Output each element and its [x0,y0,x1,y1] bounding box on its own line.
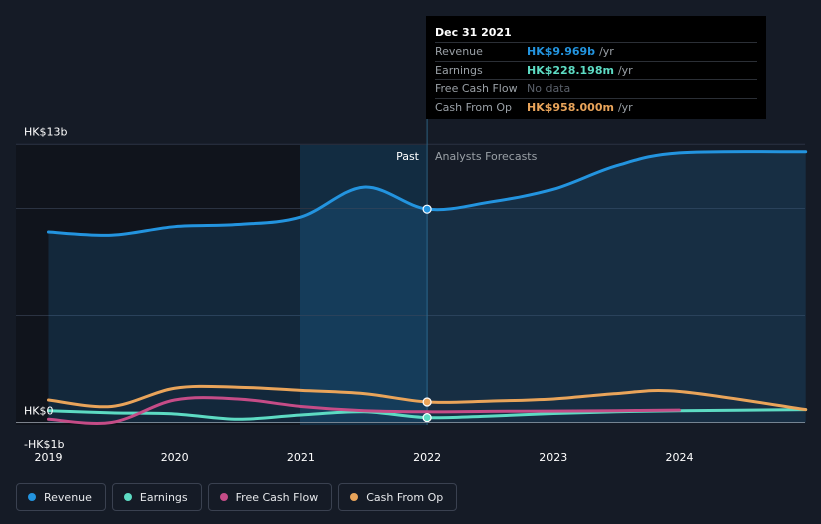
tooltip-date: Dec 31 2021 [435,26,512,39]
legend-revenue-button[interactable]: Revenue [16,483,106,511]
legend-label: Cash From Op [366,490,444,504]
earnings-marker [422,413,432,423]
legend-cash-from-op-button[interactable]: Cash From Op [338,483,458,511]
legend: Revenue Earnings Free Cash Flow Cash From O… [16,483,458,511]
tooltip-row: Earnings HK$228.198m/yr [435,60,757,80]
x-tick-label: 2019 [35,451,63,464]
legend-dot-icon [219,493,228,501]
x-tick-label: 2020 [161,451,189,464]
tooltip-label: Free Cash Flow [435,82,518,95]
y-tick-label: HK$13b [24,125,67,138]
tooltip-label: Earnings [435,63,483,77]
tooltip-row: Revenue HK$9.969b/yr [435,42,757,61]
y-tick-label: -HK$1b [24,438,64,451]
legend-dot-icon [28,493,36,501]
cfo-marker [422,397,432,407]
legend-earnings-button[interactable]: Earnings [111,483,202,511]
tooltip-row: Cash From Op HK$958.000m/yr [435,97,757,117]
past-label: Past [396,150,420,163]
tooltip-unit: /yr [617,100,633,114]
tooltip-value: No data [527,82,571,95]
tooltip-label: Revenue [435,45,483,58]
tooltip-unit: /yr [617,63,633,77]
gridlines [16,119,805,425]
cfo-line [47,384,808,412]
tooltip-value: HK$9.969b [527,45,596,58]
legend-label: Earnings [139,490,188,504]
x-tick-label: 2021 [287,451,315,464]
revenue-marker [422,204,432,214]
tooltip-value: HK$228.198m [527,63,614,77]
tooltip-unit: /yr [599,45,614,58]
legend-label: Revenue [44,490,92,504]
tooltip-rows: Revenue HK$9.969b/yr Earnings HK$228.198m/y… [435,42,757,116]
x-tick-label: 2022 [413,451,441,464]
revenue-area [48,151,806,423]
x-tick-label: 2023 [539,451,567,464]
tooltip-value: HK$958.000m [527,100,614,114]
tooltip: Dec 31 2021 Revenue HK$9.969b/yr Earnings H… [426,16,766,119]
revenue-line [47,150,808,237]
legend-label: Free Cash Flow [235,490,319,504]
tooltip-row: Free Cash Flow No data [435,79,757,98]
legend-dot-icon [123,493,132,501]
x-tick-label: 2024 [666,451,694,464]
highlight-band [300,145,427,425]
legend-dot-icon [350,493,359,501]
legend-free-cash-flow-button[interactable]: Free Cash Flow [207,483,333,511]
fcf-line [47,396,681,425]
forecast-label: Analysts Forecasts [435,150,538,163]
y-tick-label: HK$0 [24,405,53,418]
tooltip-label: Cash From Op [435,100,513,114]
